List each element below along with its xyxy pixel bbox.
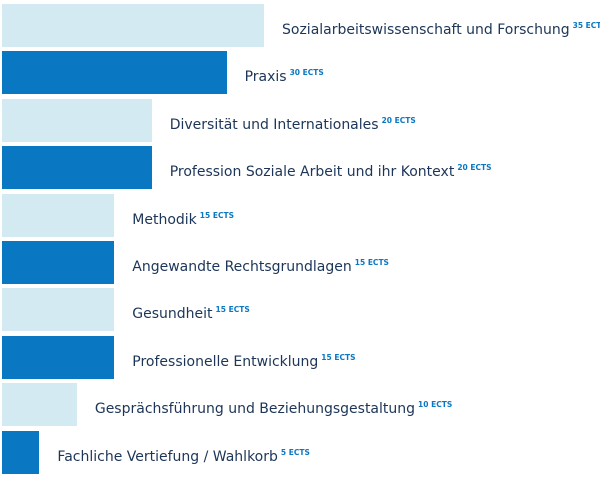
bar-label: Diversität und Internationales 20 ECTS [170,113,416,133]
value-label: 10 ECTS [418,400,453,410]
bar-label: Sozialarbeitswissenschaft und Forschung 3… [282,18,600,38]
bar-label: Profession Soziale Arbeit und ihr Kontex… [170,160,492,180]
bar-9 [2,430,40,474]
bar-3 [2,146,152,190]
bar-7 [2,335,115,379]
bar-2 [2,98,152,142]
category-label: Praxis [244,69,287,86]
bar-label: Fachliche Vertiefung / Wahlkorb 5 ECTS [57,445,309,465]
value-label: 5 ECTS [280,447,310,457]
value-label: 20 ECTS [381,115,416,125]
category-label: Profession Soziale Arbeit und ihr Kontex… [169,164,455,181]
category-label: Gesprächsführung und Beziehungsgestaltun… [94,401,416,418]
value-label: 15 ECTS [199,210,234,220]
value-label: 20 ECTS [457,163,492,173]
bar-1 [2,51,227,95]
bar-label: Angewandte Rechtsgrundlagen 15 ECTS [132,255,389,275]
bar-label: Methodik 15 ECTS [132,208,234,228]
category-label: Angewandte Rechtsgrundlagen [132,259,352,275]
category-label: Gesundheit [132,306,213,323]
value-label: 35 ECTS [572,21,600,30]
bar-6 [2,288,115,332]
bar-5 [2,241,115,284]
value-label: 15 ECTS [321,352,356,362]
category-label: Sozialarbeitswissenschaft und Forschung [282,22,570,38]
bar-0 [2,4,264,47]
bar-label: Gesprächsführung und Beziehungsgestaltun… [95,397,452,417]
category-label: Diversität und Internationales [169,116,379,133]
category-label: Fachliche Vertiefung / Wahlkorb [57,448,278,465]
bar-4 [2,193,115,237]
value-label: 15 ECTS [215,305,250,315]
value-label: 30 ECTS [289,68,324,78]
bar-label: Professionelle Entwicklung 15 ECTS [132,350,355,370]
bar-label: Gesundheit 15 ECTS [132,302,249,322]
bar-label: Praxis 30 ECTS [245,65,324,85]
category-label: Professionelle Entwicklung [132,353,319,370]
bar-8 [2,383,77,427]
value-label: 15 ECTS [354,258,389,267]
category-label: Methodik [132,211,197,228]
